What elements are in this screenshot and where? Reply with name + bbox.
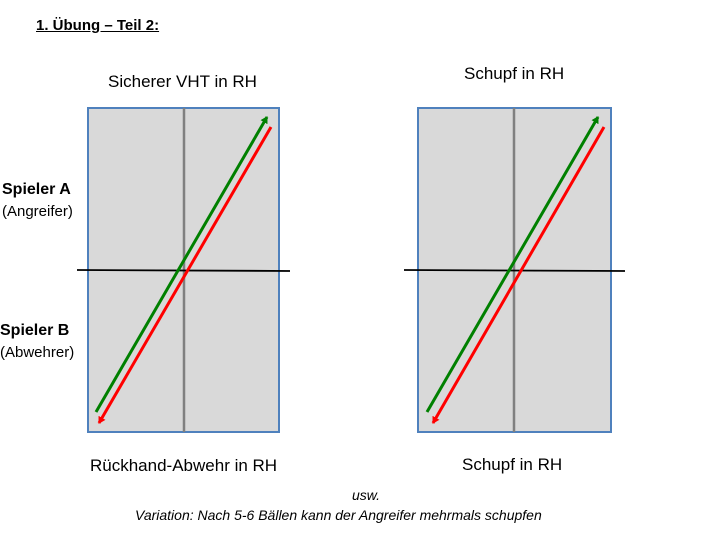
left-table-net [76, 269, 291, 272]
right-attack-arrow [425, 116, 600, 413]
left-table [76, 107, 291, 433]
right-defense-arrow [431, 126, 606, 424]
page-heading: 1. Übung – Teil 2: [36, 17, 160, 34]
left-table-bottom-label: Rückhand-Abwehr in RH [90, 456, 278, 475]
footer-note-variation: Variation: Nach 5-6 Bällen kann der Angr… [135, 507, 542, 523]
left-table-top-label: Sicherer VHT in RH [108, 72, 257, 91]
player-a-role: (Angreifer) [2, 203, 73, 220]
player-a-name: Spieler A [2, 181, 71, 198]
right-table-net [403, 269, 626, 272]
right-table [403, 107, 626, 433]
player-b-name: Spieler B [0, 322, 70, 339]
footer-note-usw: usw. [352, 487, 381, 503]
right-table-bottom-label: Schupf in RH [462, 455, 563, 474]
left-attack-arrow [94, 116, 269, 413]
right-table-top-label: Schupf in RH [464, 64, 565, 83]
player-b-role: (Abwehrer) [0, 344, 75, 361]
left-defense-arrow [97, 126, 273, 424]
